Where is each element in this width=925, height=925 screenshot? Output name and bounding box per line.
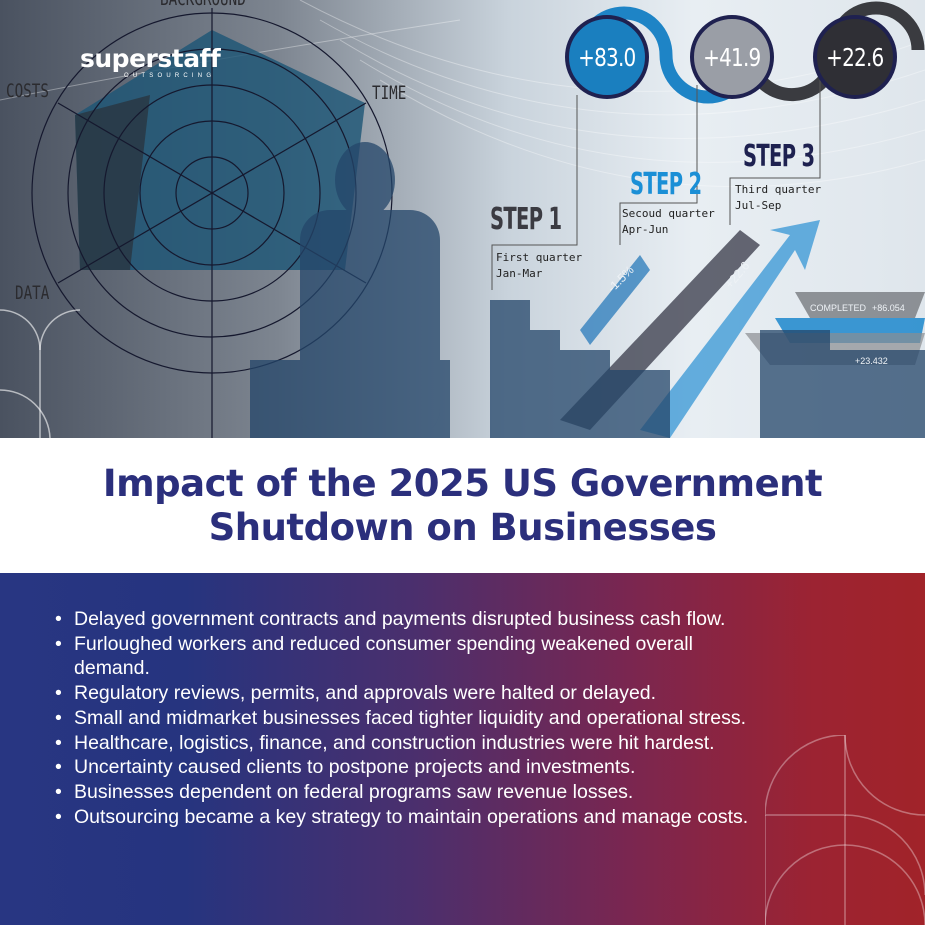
- step2-desc: Secoud quarter Apr-Jun: [622, 207, 715, 236]
- page-title: Impact of the 2025 US Government Shutdow…: [102, 461, 823, 549]
- superstaff-logo: superstaff OUTSOURCING: [80, 44, 221, 80]
- step1-desc: First quarter Jan-Mar: [496, 251, 583, 280]
- list-item: Furloughed workers and reduced consumer …: [55, 632, 754, 681]
- radar-shape: [75, 30, 365, 270]
- list-item: Outsourcing became a key strategy to mai…: [55, 805, 855, 830]
- radar-label-background: BACKGROUND: [160, 0, 246, 10]
- list-item: Small and midmarket businesses faced tig…: [55, 706, 855, 731]
- list-item: Delayed government contracts and payment…: [55, 607, 855, 632]
- list-item: Regulatory reviews, permits, and approva…: [55, 681, 855, 706]
- step3-desc: Third quarter Jul-Sep: [735, 183, 822, 212]
- impact-panel: Delayed government contracts and payment…: [0, 573, 925, 925]
- radar-label-time: TIME: [372, 82, 407, 104]
- bubble-step1: +83.0: [565, 15, 649, 99]
- radar-label-data: DATA: [15, 282, 50, 304]
- ticker-completed: COMPLETED: [810, 303, 867, 313]
- step3-label: STEP 3: [743, 139, 815, 174]
- hero-graphics: [0, 0, 925, 438]
- bubble-step3: +22.6: [813, 15, 897, 99]
- list-item: Businesses dependent on federal programs…: [55, 780, 855, 805]
- ticker-value-1: +86.054: [872, 303, 905, 313]
- city-skyline: [250, 142, 925, 438]
- list-item: Healthcare, logistics, finance, and cons…: [55, 731, 855, 756]
- hero-image: superstaff OUTSOURCING BACKGROUND COSTS …: [0, 0, 925, 438]
- step2-label: STEP 2: [630, 167, 702, 202]
- impact-list: Delayed government contracts and payment…: [55, 607, 855, 829]
- headline: Impact of the 2025 US Government Shutdow…: [0, 438, 925, 573]
- list-item: Uncertainty caused clients to postpone p…: [55, 755, 855, 780]
- ticker-value-2: +23.432: [855, 356, 888, 366]
- step1-label: STEP 1: [490, 202, 562, 237]
- radar-label-costs: COSTS: [6, 80, 49, 102]
- bubble-step2: +41.9: [690, 15, 774, 99]
